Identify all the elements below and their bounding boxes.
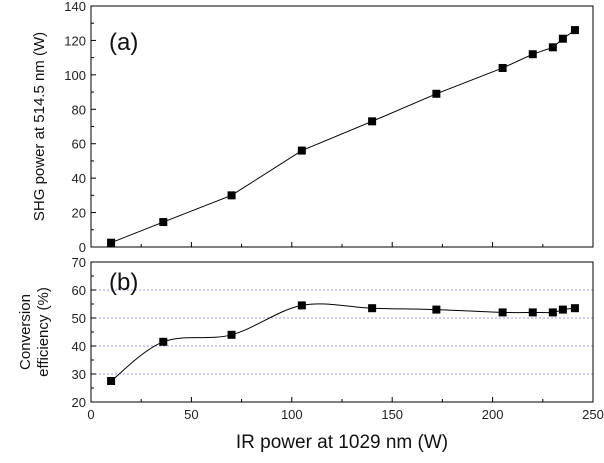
panel-a: 0 20 40 60 80 100 120 140 (a) SHG power at 514.5 … xyxy=(31,0,594,255)
data-point xyxy=(570,304,579,313)
data-point xyxy=(227,191,236,200)
x-tick-label: 150 xyxy=(381,407,403,422)
y-tick-label: 60 xyxy=(72,283,86,298)
y-tick-label: 140 xyxy=(64,0,86,14)
data-point xyxy=(558,34,567,43)
data-point xyxy=(107,238,116,247)
data-point xyxy=(528,308,537,317)
data-point xyxy=(368,304,377,313)
series-line xyxy=(110,29,576,244)
plot-frame xyxy=(90,5,594,248)
y-axis-label: SHG power at 514.5 nm (W) xyxy=(31,32,48,221)
y-tick-label: 50 xyxy=(72,311,86,326)
data-point xyxy=(548,308,557,317)
data-point xyxy=(558,305,567,314)
y-tick-label: 30 xyxy=(72,367,86,382)
x-tick-label: 0 xyxy=(87,407,94,422)
data-point xyxy=(498,308,507,317)
y-tick-label: 20 xyxy=(72,395,86,410)
data-point xyxy=(297,301,306,310)
y-tick-label: 80 xyxy=(72,102,86,117)
panel-label: (a) xyxy=(109,29,138,56)
data-point xyxy=(498,63,507,72)
y-tick-label: 40 xyxy=(72,171,86,186)
data-point xyxy=(432,89,441,98)
data-point xyxy=(548,43,557,52)
data-point xyxy=(227,330,236,339)
y-axis-label-line: Conversion xyxy=(17,294,34,370)
plot-frame xyxy=(90,261,594,403)
y-tick-label: 100 xyxy=(64,68,86,83)
data-point xyxy=(570,26,579,35)
x-tick-label: 250 xyxy=(582,407,604,422)
data-point xyxy=(368,117,377,126)
y-axis-label-line: efficiency (%) xyxy=(35,287,52,377)
data-point xyxy=(528,50,537,59)
x-tick-label: 100 xyxy=(281,407,303,422)
y-tick-label: 120 xyxy=(64,33,86,48)
data-point xyxy=(159,337,168,346)
y-tick-label: 20 xyxy=(72,206,86,221)
data-point xyxy=(159,218,168,227)
x-tick-label: 200 xyxy=(482,407,504,422)
y-tick-label: 0 xyxy=(79,240,86,255)
data-point xyxy=(297,146,306,155)
panel-b: 20 30 40 50 60 70 0 50 100 150 200 250 (b) Conversion… xyxy=(17,255,604,422)
y-tick-label: 70 xyxy=(72,255,86,270)
data-point xyxy=(432,305,441,314)
x-tick-label: 50 xyxy=(184,407,198,422)
y-tick-label: 60 xyxy=(72,137,86,152)
panel-label: (b) xyxy=(109,269,138,296)
x-axis-label: IR power at 1029 nm (W) xyxy=(236,432,448,453)
y-tick-label: 40 xyxy=(72,339,86,354)
data-point xyxy=(107,377,116,385)
